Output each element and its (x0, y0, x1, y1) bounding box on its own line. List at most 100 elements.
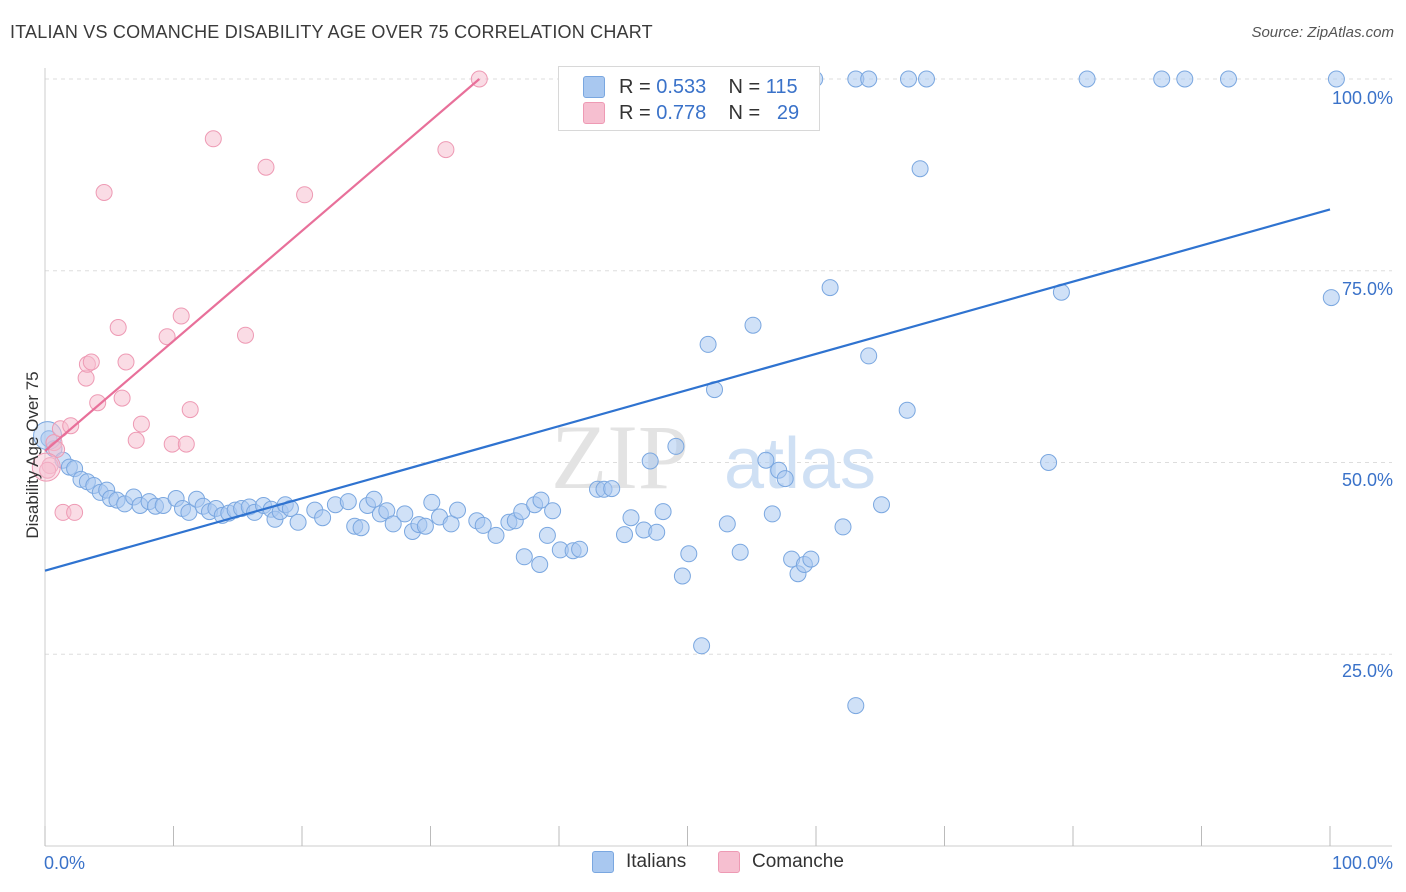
comanche-points (31, 70, 488, 521)
italians-point-74 (603, 480, 621, 498)
watermark-zip: ZIP (551, 406, 689, 508)
italians-point-20 (180, 503, 198, 521)
comanche-swatch (583, 102, 605, 124)
y-tick-label-50: 50.0% (1342, 470, 1393, 490)
comanche-point-24 (296, 186, 314, 204)
italians-point-37 (289, 513, 307, 531)
comanche-point-19 (177, 435, 195, 453)
italians-point-115 (900, 70, 917, 88)
italians-point-108 (1322, 289, 1340, 307)
italians-point-45 (365, 490, 383, 508)
legend-n-label: N = (728, 75, 761, 98)
comanche-point-9 (89, 394, 107, 412)
italians-point-107 (1220, 70, 1237, 88)
comanche-point-23 (257, 158, 275, 176)
italians-n-value: 115 (765, 75, 798, 98)
comanche-r-value: 0.778 (656, 101, 707, 124)
legend-r-label: R = (619, 101, 651, 124)
italians-point-118 (1153, 70, 1171, 88)
x-tick-label-max: 100.0% (1332, 853, 1393, 873)
italians-point-90 (757, 451, 775, 469)
italians-point-93 (776, 470, 794, 488)
italians-point-75 (616, 526, 633, 544)
y-tick-label-25: 25.0% (1342, 661, 1393, 681)
italians-point-36 (281, 500, 299, 517)
tick-labels: 25.0% 50.0% 75.0% 100.0% 0.0% 100.0% (44, 88, 1393, 873)
italians-legend-label: Italians (626, 851, 687, 872)
comanche-point-27 (39, 461, 57, 479)
italians-point-52 (416, 517, 434, 535)
comanche-point-11 (109, 319, 127, 336)
chart-title: ITALIAN VS COMANCHE DISABILITY AGE OVER … (10, 22, 653, 42)
trend-lines (44, 78, 1331, 572)
comanche-point-large (31, 452, 61, 482)
italians-point-59 (487, 526, 505, 544)
italians-point-69 (571, 540, 589, 558)
italians-point-58 (474, 516, 492, 534)
italians-point-85 (699, 335, 717, 353)
comanche-n-value: 29 (776, 101, 800, 124)
comanche-point-5 (66, 503, 84, 521)
comanche-legend-swatch (718, 851, 740, 873)
legend-item-comanche[interactable]: Comanche (718, 851, 844, 873)
source-label: Source: ZipAtlas.com (1251, 24, 1394, 41)
italians-point-70 (515, 548, 533, 566)
comanche-point-14 (127, 431, 145, 449)
y-tick-label-100: 100.0% (1332, 88, 1393, 108)
italians-point-97 (802, 550, 820, 568)
italians-points (33, 70, 1345, 715)
italians-point-43 (352, 519, 370, 537)
italians-point-55 (442, 515, 460, 533)
comanche-point-15 (132, 415, 150, 433)
italians-point-116 (918, 70, 935, 88)
x-tick-label-min: 0.0% (44, 853, 85, 873)
italians-point-89 (744, 316, 762, 334)
italians-point-114 (860, 70, 878, 88)
comanche-point-20 (181, 401, 199, 419)
italians-legend-swatch (592, 851, 614, 873)
comanche-legend-label: Comanche (752, 851, 844, 872)
italians-r-value: 0.533 (656, 75, 707, 98)
italians-point-79 (648, 523, 666, 541)
italians-point-98 (821, 279, 839, 297)
legend-r-label: R = (619, 75, 651, 98)
italians-point-88 (731, 543, 749, 561)
comanche-point-21 (204, 130, 222, 148)
italians-point-100 (847, 697, 865, 715)
italians-point-104 (911, 160, 929, 178)
italians-point-105 (1040, 454, 1058, 471)
legend-n-label: N = (728, 101, 761, 124)
italians-point-102 (873, 496, 890, 514)
comanche-point-16 (158, 328, 176, 346)
italians-point-83 (680, 545, 698, 563)
italians-point-87 (718, 515, 736, 533)
italians-point-56 (449, 501, 466, 519)
correlation-legend: R = 0.533 N = 115 R = 0.778 N = 29 (558, 66, 820, 131)
italians-point-82 (673, 567, 691, 585)
italians-point-53 (423, 493, 441, 511)
italians-point-99 (834, 518, 852, 536)
italians-trend-line (44, 208, 1331, 572)
comanche-point-18 (172, 307, 190, 325)
comanche-point-12 (113, 389, 131, 407)
y-axis-label: Disability Age Over 75 (23, 371, 42, 538)
italians-point-80 (654, 503, 672, 521)
italians-point-101 (860, 347, 878, 365)
comanche-point-22 (237, 326, 254, 344)
italians-point-17 (154, 497, 172, 514)
italians-point-103 (898, 401, 916, 419)
comanche-point-13 (117, 353, 135, 371)
comanche-trend-line (44, 78, 481, 452)
legend-item-italians[interactable]: Italians (592, 851, 686, 873)
italians-point-78 (641, 452, 659, 470)
italians-point-84 (693, 637, 711, 655)
comanche-point-10 (95, 184, 113, 201)
italians-point-64 (532, 491, 550, 509)
italians-point-71 (531, 556, 549, 573)
y-tick-label-75: 75.0% (1342, 279, 1393, 299)
comanche-point-25 (437, 141, 455, 159)
comanche-point-8 (82, 353, 100, 371)
italians-point-91 (763, 505, 781, 523)
italians-point-81 (667, 437, 685, 455)
italians-point-39 (314, 509, 332, 527)
